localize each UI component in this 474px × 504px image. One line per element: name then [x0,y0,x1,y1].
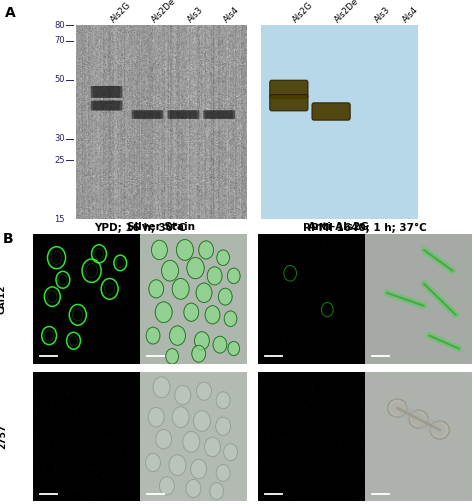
Ellipse shape [155,302,172,323]
Text: 70: 70 [54,36,64,45]
Ellipse shape [169,455,186,476]
Ellipse shape [184,303,199,322]
FancyBboxPatch shape [134,110,161,119]
Text: RPMI 1640; 1 h; 37°C: RPMI 1640; 1 h; 37°C [303,223,427,233]
Text: Als2De: Als2De [334,0,361,24]
FancyBboxPatch shape [270,95,308,111]
FancyBboxPatch shape [91,101,122,110]
Ellipse shape [216,465,230,481]
FancyBboxPatch shape [91,86,122,98]
Text: Als2De: Als2De [150,0,178,24]
Ellipse shape [388,399,407,417]
Ellipse shape [186,479,201,497]
Ellipse shape [196,283,212,302]
Text: Als2G: Als2G [291,0,315,24]
Ellipse shape [162,260,179,281]
Text: CAI12: CAI12 [0,284,7,314]
FancyBboxPatch shape [206,110,233,119]
Ellipse shape [228,268,240,284]
Text: YPD; 16 h; 30°C: YPD; 16 h; 30°C [94,223,186,233]
Text: 30: 30 [54,135,64,144]
Ellipse shape [149,280,164,298]
FancyBboxPatch shape [312,103,350,120]
Ellipse shape [216,417,230,435]
Ellipse shape [192,345,206,362]
Ellipse shape [172,407,189,427]
Ellipse shape [430,421,449,439]
Text: A: A [5,6,16,20]
Ellipse shape [207,267,222,285]
Text: B: B [2,232,13,246]
Ellipse shape [152,240,167,260]
Ellipse shape [219,288,232,305]
Text: 25: 25 [54,156,64,164]
Ellipse shape [172,279,189,299]
Text: 15: 15 [54,215,64,224]
Ellipse shape [199,241,214,259]
Ellipse shape [210,483,224,499]
Ellipse shape [228,341,239,356]
Ellipse shape [213,336,227,353]
FancyBboxPatch shape [132,110,164,119]
Ellipse shape [205,437,220,457]
Ellipse shape [216,392,230,409]
FancyBboxPatch shape [93,86,120,98]
FancyBboxPatch shape [167,110,199,119]
Ellipse shape [193,411,210,431]
Ellipse shape [170,326,185,345]
Text: 2757: 2757 [0,424,7,449]
FancyBboxPatch shape [203,110,235,119]
Text: Als3: Als3 [186,5,205,24]
FancyBboxPatch shape [93,101,120,110]
Ellipse shape [175,386,191,405]
Ellipse shape [146,327,160,344]
FancyBboxPatch shape [170,110,197,119]
Ellipse shape [176,239,193,260]
Ellipse shape [187,258,204,279]
Text: Als2G: Als2G [109,0,133,24]
Ellipse shape [409,410,428,428]
Ellipse shape [148,407,164,427]
Ellipse shape [159,477,174,495]
Text: 80: 80 [54,21,64,30]
Ellipse shape [224,311,237,327]
Text: 50: 50 [54,75,64,84]
Ellipse shape [191,459,207,479]
Ellipse shape [155,429,172,449]
Ellipse shape [205,306,220,324]
Text: Als4: Als4 [401,5,420,24]
FancyBboxPatch shape [270,80,308,98]
Ellipse shape [166,349,179,364]
Ellipse shape [146,454,161,472]
Text: Als3: Als3 [373,5,392,24]
Ellipse shape [194,332,210,350]
Ellipse shape [197,382,211,400]
Text: Als4: Als4 [221,5,241,24]
Ellipse shape [224,444,237,461]
Ellipse shape [183,431,200,452]
Ellipse shape [217,250,229,266]
Text: Anti-Als2G: Anti-Als2G [308,222,370,232]
Text: Silver Stain: Silver Stain [127,222,195,232]
Ellipse shape [153,377,170,398]
